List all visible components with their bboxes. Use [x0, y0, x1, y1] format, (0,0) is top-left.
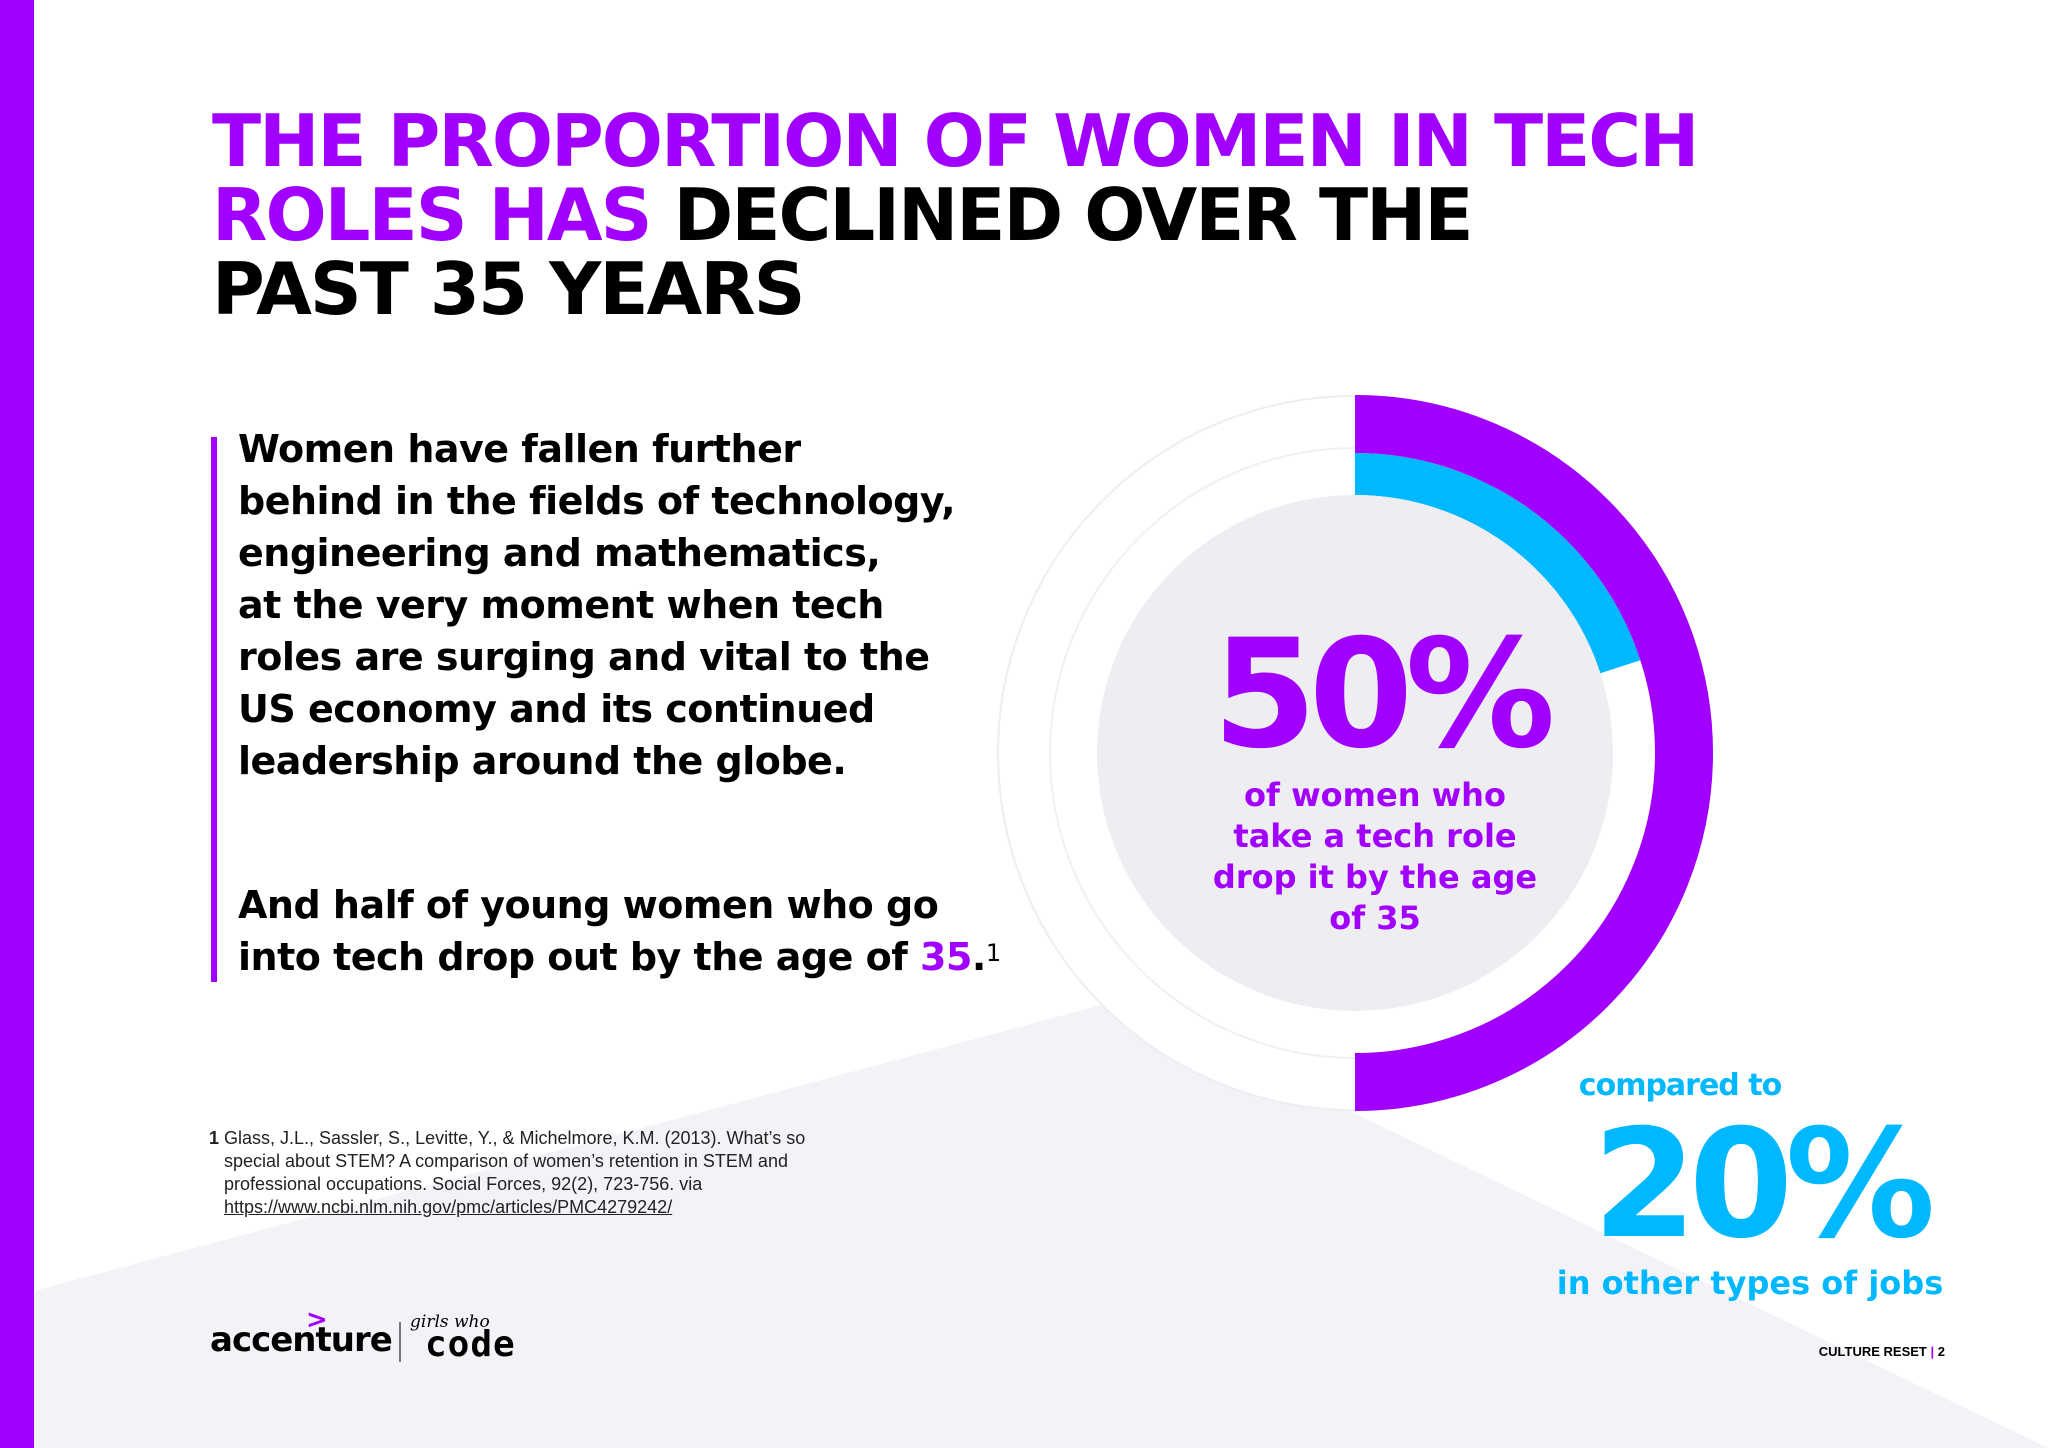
stat-50-percent: 50% — [1212, 608, 1555, 782]
donut-arc-20-percent — [1354, 453, 1641, 674]
body-line: And half of young women who go — [238, 883, 939, 927]
body-paragraph-2: And half of young women who go into tech… — [238, 879, 1001, 983]
body-line: engineering and mathematics, — [238, 531, 881, 575]
body-line: at the very moment when tech — [238, 583, 884, 627]
stat-20-caption: in other types of jobs — [1556, 1264, 1944, 1302]
title-line-3: PAST 35 YEARS — [212, 247, 806, 331]
donut-chart — [997, 395, 1713, 1111]
footnote: 1 Glass, J.L., Sassler, S., Levitte, Y.,… — [209, 1127, 909, 1219]
quote-bar — [211, 437, 217, 982]
body-paragraph-1: Women have fallen further behind in the … — [238, 423, 998, 787]
body-line: roles are surging and vital to the — [238, 635, 930, 679]
stat-20-percent: 20% — [1592, 1098, 1935, 1272]
footnote-line: professional occupations. Social Forces,… — [224, 1174, 703, 1194]
footnote-number: 1 — [209, 1128, 220, 1148]
girls-who-code-logo-script: girls who — [410, 1312, 490, 1332]
footnote-link[interactable]: https://www.ncbi.nlm.nih.gov/pmc/article… — [224, 1197, 673, 1217]
stat-50-caption-line: drop it by the age — [1212, 858, 1538, 896]
left-accent-bar — [0, 0, 34, 1448]
page-label: CULTURE RESET | 2 — [1760, 1344, 1945, 1359]
body-line-prefix: into tech drop out by the age of — [238, 935, 908, 979]
age-highlight: 35 — [920, 935, 972, 979]
accenture-logo: accenture — [210, 1320, 393, 1360]
girls-who-code-logo: code — [425, 1324, 516, 1365]
title-line-2-highlight: ROLES HAS — [212, 173, 652, 257]
donut-center — [1097, 495, 1613, 1011]
body-line: US economy and its continued — [238, 687, 875, 731]
body-line: leadership around the globe. — [238, 739, 847, 783]
section-name: CULTURE RESET — [1818, 1344, 1927, 1359]
footnote-reference[interactable]: 1 — [985, 939, 1001, 967]
title-line-2: ROLES HAS DECLINED OVER THE — [212, 178, 1697, 252]
donut-arc-50-percent — [1354, 395, 1713, 1111]
footnote-line: Glass, J.L., Sassler, S., Levitte, Y., &… — [224, 1128, 806, 1148]
body-line-suffix: . — [971, 935, 986, 979]
page-number: 2 — [1937, 1344, 1945, 1359]
footnote-line: special about STEM? A comparison of wome… — [224, 1151, 788, 1171]
footnote-body: Glass, J.L., Sassler, S., Levitte, Y., &… — [224, 1127, 909, 1219]
page-title: THE PROPORTION OF WOMEN IN TECH ROLES HA… — [212, 99, 1699, 331]
stat-50-caption-line: of women who — [1244, 776, 1506, 814]
body-line: Women have fallen further — [238, 427, 801, 471]
stat-50-caption-line: take a tech role — [1233, 817, 1517, 855]
title-line-1: THE PROPORTION OF WOMEN IN TECH — [212, 99, 1699, 183]
logo-divider — [399, 1322, 401, 1362]
body-line: into tech drop out by the age of 35.1 — [238, 931, 1001, 983]
stat-50-caption-line: of 35 — [1329, 899, 1421, 937]
body-line: behind in the fields of technology, — [238, 479, 956, 523]
title-line-2-rest: DECLINED OVER THE — [673, 173, 1474, 257]
accenture-logo-mark: > — [306, 1305, 328, 1335]
page-separator: | — [1930, 1344, 1935, 1359]
compared-to-label: compared to — [1578, 1068, 1782, 1103]
stat-50-caption: of women who take a tech role drop it by… — [1175, 775, 1575, 939]
